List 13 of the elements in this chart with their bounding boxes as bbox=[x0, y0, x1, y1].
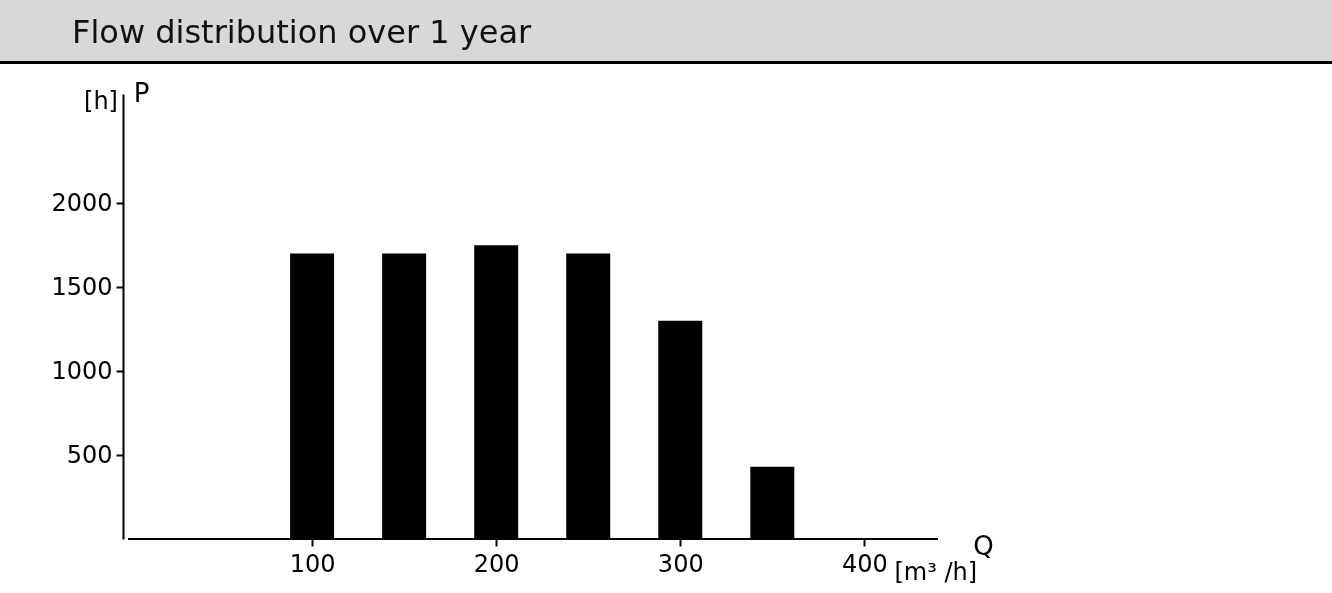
y-tick-label: 1500 bbox=[51, 272, 113, 301]
x-tick-label: 300 bbox=[657, 549, 704, 578]
y-axis-title: P bbox=[133, 77, 150, 108]
y-tick-label: 2000 bbox=[51, 188, 113, 217]
text: [m³ /h] bbox=[894, 558, 978, 586]
x-tick-label: 400 bbox=[841, 549, 888, 578]
text: [h] bbox=[84, 87, 118, 115]
y-tick-label: 1000 bbox=[51, 356, 113, 385]
y-tick-label: 500 bbox=[66, 440, 113, 469]
x-tick-label: 100 bbox=[289, 549, 336, 578]
chart-title: Flow distribution over 1 year bbox=[0, 0, 1332, 64]
x-tick-label: 200 bbox=[473, 549, 520, 578]
x-axis-title: Q bbox=[973, 530, 994, 561]
